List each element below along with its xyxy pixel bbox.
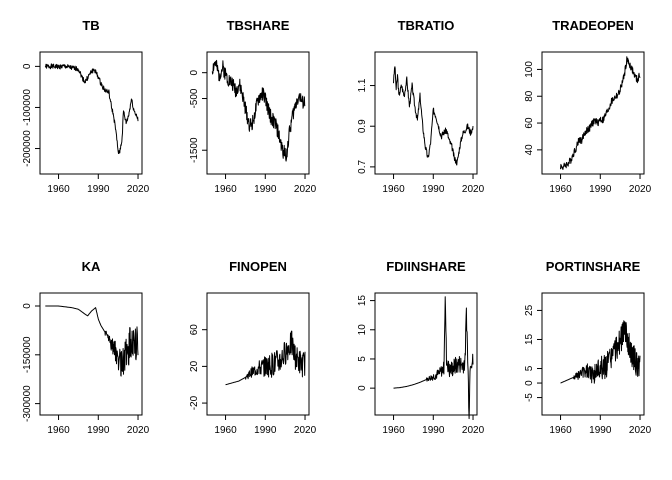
- y-tick-label: 60: [189, 324, 200, 336]
- y-tick-label: 100: [524, 61, 535, 78]
- x-axis: 1960 1990 2020: [47, 173, 150, 195]
- y-tick-label: 5: [524, 365, 535, 371]
- x-axis: 1960 1990 2020: [382, 173, 485, 195]
- x-tick-label: 1960: [214, 184, 237, 195]
- x-tick-label: 2020: [294, 425, 317, 436]
- x-tick-label: 2020: [127, 184, 150, 195]
- y-axis: -20 20 60: [189, 324, 208, 410]
- x-axis: 1960 1990 2020: [47, 414, 150, 436]
- x-tick-label: 2020: [462, 425, 485, 436]
- y-tick-label: -100000: [22, 89, 33, 126]
- y-axis: -5 0 5 15 25: [524, 304, 543, 402]
- chart-title: TB: [82, 18, 99, 33]
- x-tick-label: 1990: [87, 425, 110, 436]
- plot-frame: [39, 51, 143, 175]
- chart-title: KA: [82, 259, 101, 274]
- x-tick-label: 1990: [254, 425, 277, 436]
- x-tick-label: 2020: [127, 425, 150, 436]
- chart-title: TBSHARE: [227, 18, 290, 33]
- chart-panel-0: TB 1960 1990 2020 0 -100000 -200000: [22, 18, 150, 195]
- y-axis: 40 60 80 100: [524, 61, 543, 156]
- y-tick-label: -200000: [22, 130, 33, 167]
- x-axis: 1960 1990 2020: [549, 414, 652, 436]
- x-axis: 1960 1990 2020: [549, 173, 652, 195]
- chart-panel-1: TBSHARE 1960 1990 2020 0 -500 -1500: [189, 18, 317, 195]
- y-tick-label: 15: [524, 333, 535, 345]
- y-tick-label: 0: [524, 380, 535, 386]
- series-line-7: [393, 296, 474, 420]
- series-line-1: [44, 63, 139, 154]
- y-tick-label: 10: [357, 324, 368, 336]
- series-line-4: [560, 56, 641, 170]
- plot-frame: [541, 51, 645, 175]
- series-line-3: [393, 66, 474, 166]
- y-tick-label: 60: [524, 117, 535, 129]
- y-tick-label: 1.1: [357, 78, 368, 92]
- y-tick-label: 0: [22, 303, 33, 309]
- chart-title: TRADEOPEN: [552, 18, 634, 33]
- y-axis: 0 -100000 -200000: [22, 63, 41, 167]
- x-tick-label: 1990: [589, 425, 612, 436]
- y-tick-label: -5: [524, 393, 535, 402]
- y-tick-label: 0: [189, 69, 200, 75]
- y-tick-label: -1500: [189, 137, 200, 163]
- x-axis: 1960 1990 2020: [214, 173, 317, 195]
- x-tick-label: 1960: [214, 425, 237, 436]
- series-line-5: [45, 305, 139, 377]
- y-axis: 0 -500 -1500: [189, 69, 208, 163]
- x-tick-label: 2020: [629, 425, 652, 436]
- x-axis: 1960 1990 2020: [214, 414, 317, 436]
- x-tick-label: 1960: [549, 184, 572, 195]
- x-tick-label: 1960: [382, 184, 405, 195]
- x-tick-label: 1960: [549, 425, 572, 436]
- y-tick-label: 5: [357, 356, 368, 362]
- x-tick-label: 1960: [47, 184, 70, 195]
- series-line-8: [560, 320, 641, 384]
- y-tick-label: 0.7: [357, 159, 368, 173]
- x-axis: 1960 1990 2020: [382, 414, 485, 436]
- series-line-2: [211, 59, 306, 162]
- chart-title: PORTINSHARE: [546, 259, 641, 274]
- chart-panel-6: FDIINSHARE 1960 1990 2020 0 5 10 15: [357, 259, 485, 436]
- y-axis: 0.7 0.9 1.1: [357, 78, 376, 174]
- y-axis: 0 5 10 15: [357, 295, 376, 391]
- x-tick-label: 1990: [422, 184, 445, 195]
- x-tick-label: 1960: [382, 425, 405, 436]
- y-axis: 0 -150000 -300000: [22, 303, 41, 422]
- y-tick-label: 15: [357, 295, 368, 307]
- y-tick-label: -500: [189, 88, 200, 108]
- chart-title: FDIINSHARE: [386, 259, 466, 274]
- chart-title: TBRATIO: [398, 18, 455, 33]
- y-tick-label: -150000: [22, 336, 33, 373]
- chart-panel-3: TRADEOPEN 1960 1990 2020 40 60 80 100: [524, 18, 652, 195]
- chart-panel-2: TBRATIO 1960 1990 2020 0.7 0.9 1.1: [357, 18, 485, 195]
- chart-panel-4: KA 1960 1990 2020 0 -150000 -300000: [22, 259, 150, 436]
- x-tick-label: 1990: [87, 184, 110, 195]
- y-tick-label: 20: [189, 360, 200, 372]
- chart-panel-5: FINOPEN 1960 1990 2020 -20 20 60: [189, 259, 317, 436]
- y-tick-label: 40: [524, 144, 535, 156]
- chart-title: FINOPEN: [229, 259, 287, 274]
- x-tick-label: 1960: [47, 425, 70, 436]
- y-tick-label: -20: [189, 395, 200, 410]
- series-line-6: [225, 330, 306, 386]
- y-tick-label: 80: [524, 90, 535, 102]
- y-tick-label: 25: [524, 304, 535, 316]
- y-tick-label: 0.9: [357, 119, 368, 133]
- x-tick-label: 1990: [589, 184, 612, 195]
- plot-frame: [374, 51, 478, 175]
- x-tick-label: 1990: [422, 425, 445, 436]
- y-tick-label: 0: [357, 385, 368, 391]
- plot-frame: [374, 292, 478, 416]
- x-tick-label: 2020: [629, 184, 652, 195]
- chart-panel-7: PORTINSHARE 1960 1990 2020 -5 0 5 15 25: [524, 259, 652, 436]
- x-tick-label: 1990: [254, 184, 277, 195]
- y-tick-label: 0: [22, 63, 33, 69]
- x-tick-label: 2020: [462, 184, 485, 195]
- x-tick-label: 2020: [294, 184, 317, 195]
- y-tick-label: -300000: [22, 385, 33, 422]
